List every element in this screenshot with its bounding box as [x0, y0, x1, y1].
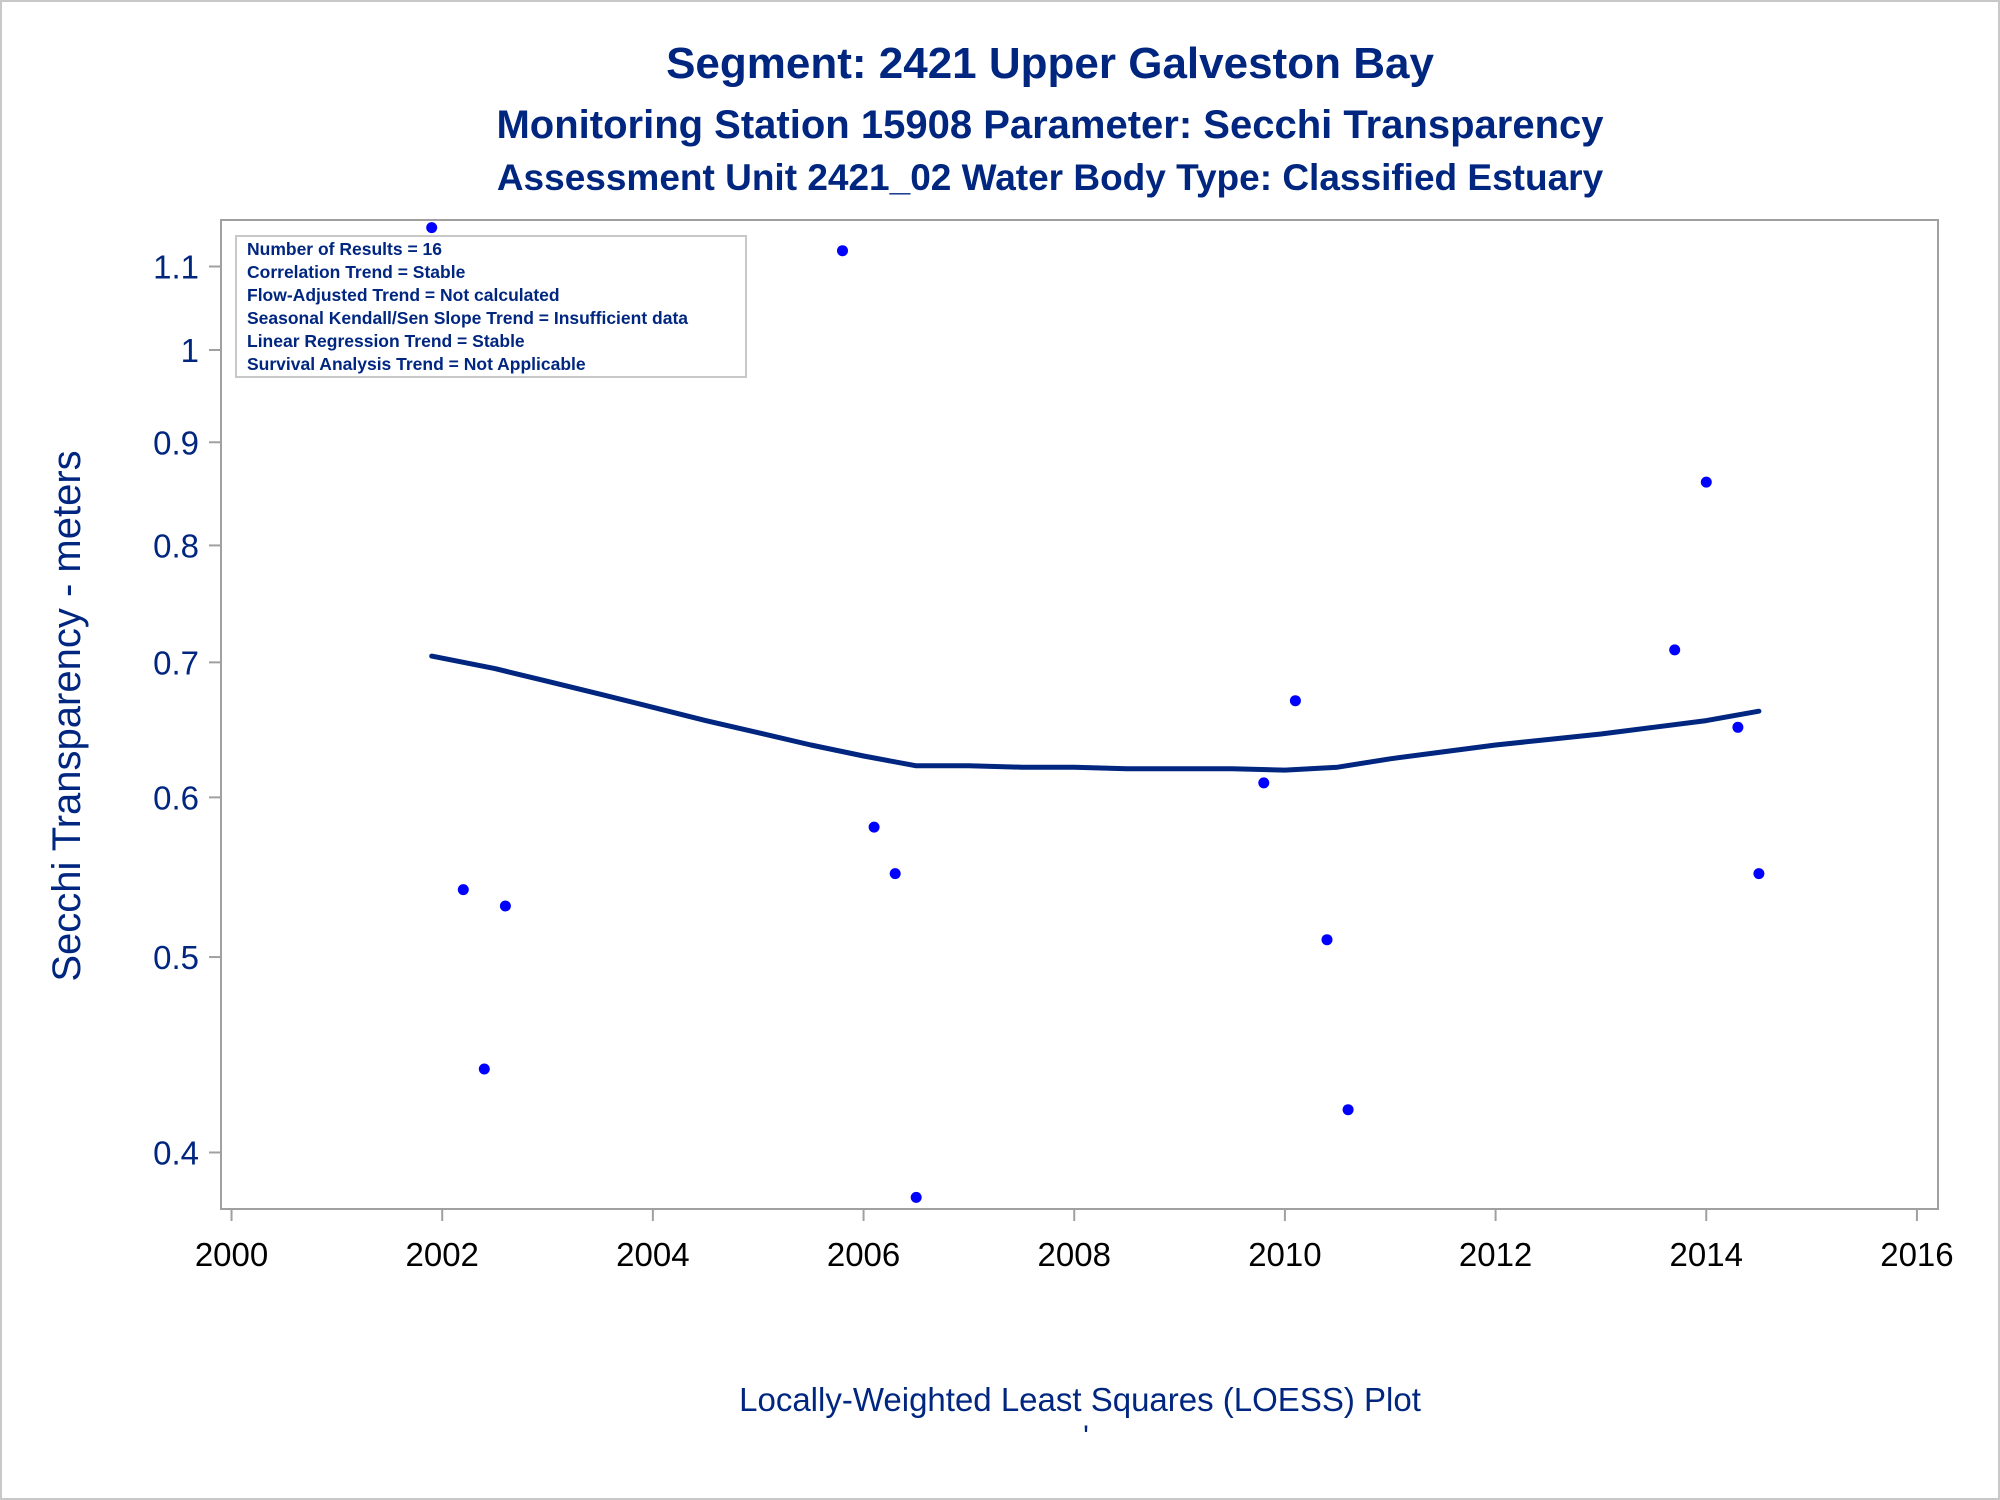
data-point: [1289, 695, 1301, 707]
x-tick-label: 2004: [616, 1236, 689, 1273]
chart-title: Segment: 2421 Upper Galveston Bay: [666, 39, 1434, 88]
x-tick-label: 2002: [405, 1236, 478, 1273]
data-point: [1342, 1104, 1354, 1116]
info-line-seasonal-kendall: Seasonal Kendall/Sen Slope Trend = Insuf…: [247, 308, 688, 328]
y-tick-label: 0.4: [153, 1134, 199, 1171]
info-line-correlation: Correlation Trend = Stable: [247, 262, 466, 282]
info-box: Number of Results = 16 Correlation Trend…: [235, 235, 747, 378]
x-tick-label: 2012: [1459, 1236, 1532, 1273]
data-point: [499, 900, 511, 912]
x-tick-label: 2014: [1670, 1236, 1743, 1273]
data-point: [1321, 934, 1333, 946]
y-tick-label: 0.9: [153, 424, 199, 461]
loess-line: [429, 653, 1762, 773]
data-point: [837, 245, 848, 257]
data-point: [1700, 476, 1712, 488]
chart-subtitle: Monitoring Station 15908 Parameter: Secc…: [496, 103, 1604, 147]
y-tick-label: 0.5: [153, 939, 199, 976]
x-tick-label: 2010: [1248, 1236, 1321, 1273]
info-box-frame: [235, 235, 747, 378]
info-line-flow-adjusted: Flow-Adjusted Trend = Not calculated: [247, 285, 560, 305]
data-point: [1753, 868, 1765, 880]
data-point: [910, 1191, 922, 1203]
data-point: [478, 1063, 490, 1075]
footnote: Locally-Weighted Least Squares (LOESS) P…: [739, 1381, 1421, 1418]
plot-area: [220, 219, 1939, 1210]
x-tick-label: 2000: [195, 1236, 268, 1273]
info-line-survival: Survival Analysis Trend = Not Applicable: [247, 354, 586, 374]
x-tick-label: 2008: [1038, 1236, 1111, 1273]
data-point: [426, 222, 438, 234]
points-series: [426, 222, 1765, 1203]
y-tick-label: 1: [181, 332, 199, 369]
y-tick-label: 0.7: [153, 644, 199, 681]
y-tick-label: 0.8: [153, 527, 199, 564]
data-point: [1258, 777, 1270, 789]
data-point: [868, 821, 880, 833]
loess-series: [429, 653, 1762, 773]
data-point: [1669, 644, 1681, 656]
y-tick-label: 0.6: [153, 779, 199, 816]
x-tick-label: 2016: [1880, 1236, 1953, 1273]
y-tick-label: 1.1: [153, 249, 199, 286]
x-axis: 2000 2002 2004 2006 2008 2010 2012 2014 2016: [195, 1209, 1954, 1273]
y-axis-label: Secchi Transparency - meters: [45, 450, 89, 981]
chart-subtitle-2: Assessment Unit 2421_02 Water Body Type:…: [497, 157, 1604, 198]
info-line-results: Number of Results = 16: [247, 239, 442, 259]
footnote-mark: ': [1083, 1420, 1089, 1453]
y-axis: 0.4 0.5 0.6 0.7 0.8 0.9 1 1.1: [153, 249, 221, 1171]
data-point: [457, 884, 469, 896]
info-line-linear-regression: Linear Regression Trend = Stable: [247, 331, 525, 351]
data-point: [889, 868, 901, 880]
x-tick-label: 2006: [827, 1236, 900, 1273]
data-point: [1732, 721, 1744, 733]
